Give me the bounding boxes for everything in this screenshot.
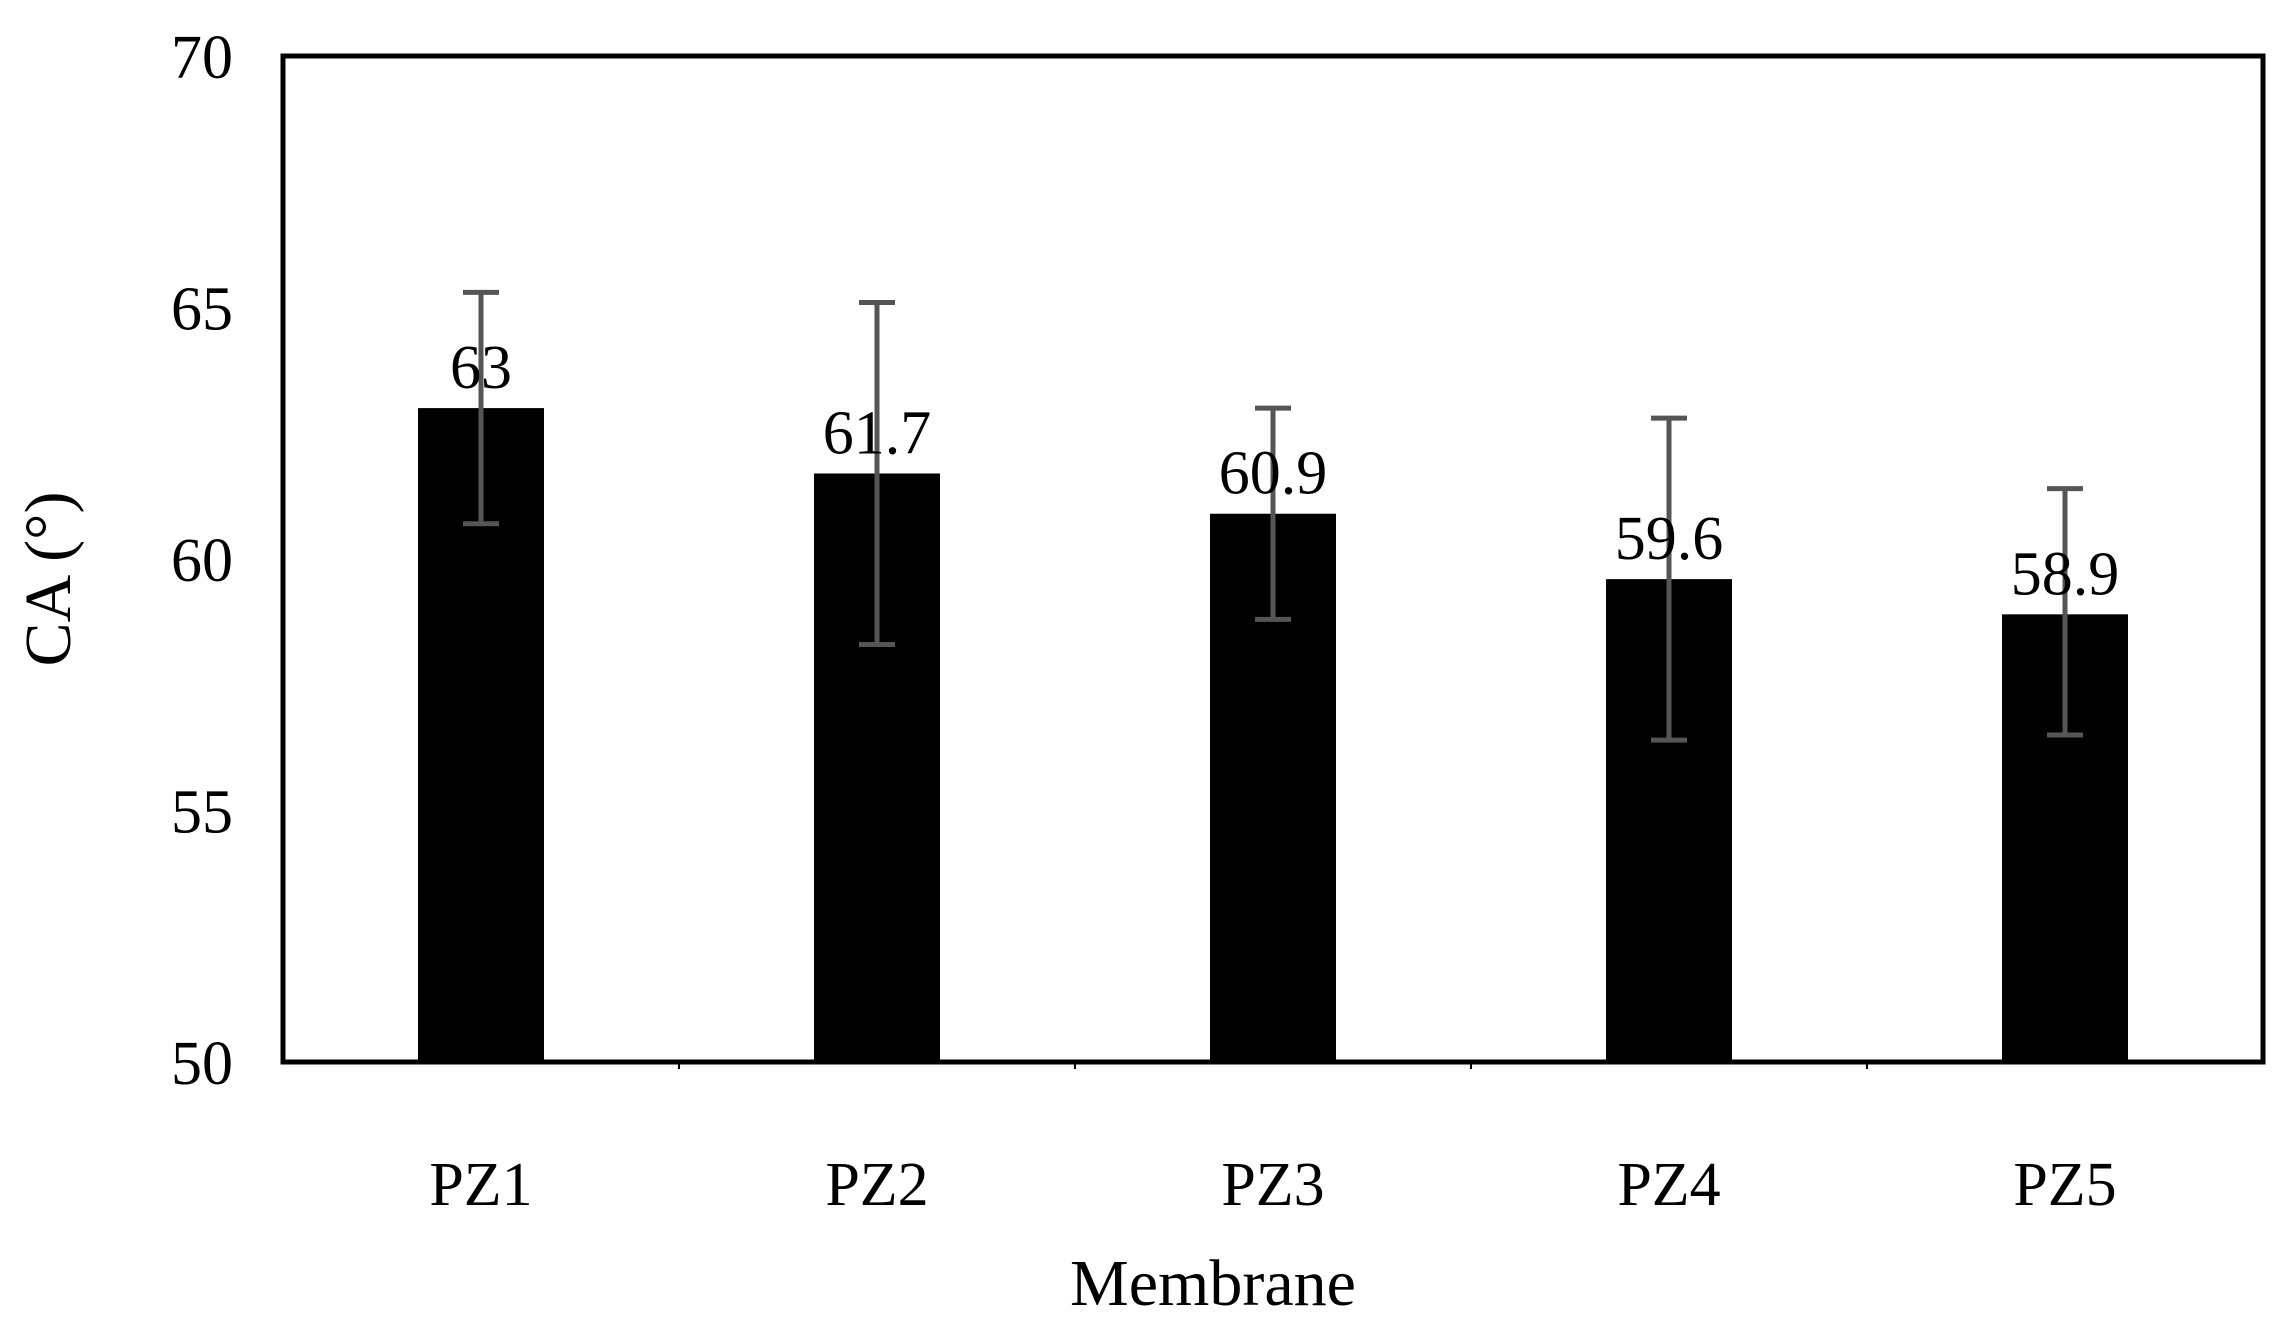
data-label-pz1: 63 bbox=[450, 334, 512, 402]
x-tick-label: PZ4 bbox=[1617, 1151, 1720, 1219]
error-bar-pz4 bbox=[1651, 415, 1687, 743]
plot-frame-layer bbox=[280, 53, 2266, 1065]
x-tick-label: PZ2 bbox=[825, 1151, 928, 1219]
y-axis-title: CA (°) bbox=[12, 492, 85, 667]
error-bar-pz2 bbox=[859, 299, 895, 648]
data-label-pz3: 60.9 bbox=[1219, 440, 1328, 508]
error-bar-pz3 bbox=[1255, 405, 1291, 622]
y-tick-label: 50 bbox=[171, 1030, 233, 1098]
data-label-pz2: 61.7 bbox=[823, 399, 932, 467]
error-bar-pz1 bbox=[463, 289, 499, 527]
plot-frame bbox=[280, 53, 2266, 1065]
x-axis-title: Membrane bbox=[1070, 1247, 1356, 1320]
y-tick-label: 65 bbox=[171, 276, 233, 344]
x-tick-label: PZ1 bbox=[429, 1151, 532, 1219]
error-bar-pz5 bbox=[2047, 486, 2083, 738]
y-tick-label: 70 bbox=[171, 24, 233, 92]
data-labels-layer: 63 61.7 60.9 59.6 58.9 bbox=[450, 334, 2119, 608]
x-axis-layer: PZ1 PZ2 PZ3 PZ4 PZ5 bbox=[429, 1062, 2117, 1219]
y-tick-label: 55 bbox=[171, 779, 233, 847]
data-label-pz4: 59.6 bbox=[1615, 505, 1724, 573]
y-tick-label: 60 bbox=[171, 527, 233, 595]
data-label-pz5: 58.9 bbox=[2011, 540, 2120, 608]
y-axis-layer: 50 55 60 65 70 bbox=[171, 24, 233, 1098]
x-tick-label: PZ5 bbox=[2013, 1151, 2116, 1219]
error-bars-layer bbox=[463, 289, 2083, 743]
x-tick-label: PZ3 bbox=[1221, 1151, 1324, 1219]
